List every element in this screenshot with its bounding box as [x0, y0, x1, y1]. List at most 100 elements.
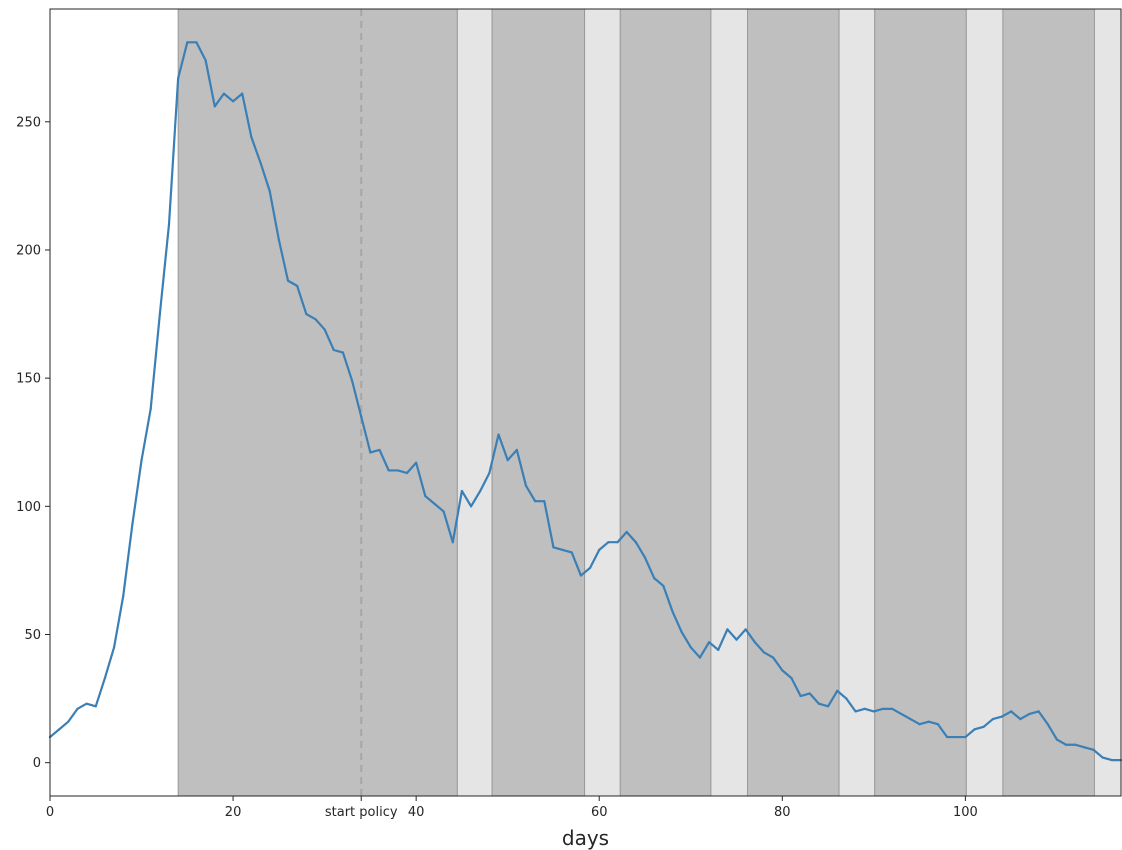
- data-point: [524, 484, 528, 487]
- data-point: [231, 100, 235, 103]
- data-point: [1110, 759, 1113, 762]
- data-point: [863, 707, 866, 710]
- data-point: [927, 720, 930, 723]
- data-point: [149, 407, 152, 411]
- data-point: [817, 702, 821, 705]
- band-light-11: [1093, 8, 1122, 797]
- data-point: [588, 566, 592, 569]
- data-point: [85, 702, 88, 705]
- data-point: [909, 717, 912, 721]
- data-point: [653, 577, 656, 580]
- data-point: [744, 628, 747, 631]
- data-point: [936, 723, 940, 726]
- series-line-0: [48, 41, 1122, 762]
- y-tick-label: 0: [33, 756, 41, 771]
- data-point: [515, 448, 518, 452]
- plot-frame: [49, 8, 1122, 797]
- data-point: [955, 735, 958, 739]
- data-point: [94, 705, 97, 708]
- data-point: [918, 723, 921, 726]
- data-point: [122, 594, 125, 598]
- x-tick-label: 0: [46, 805, 54, 820]
- data-point: [67, 720, 70, 723]
- data-point: [872, 710, 875, 713]
- data-point: [195, 41, 198, 44]
- data-point: [964, 735, 967, 739]
- data-point: [982, 725, 985, 728]
- data-point: [717, 648, 720, 651]
- x-tick-label: 100: [953, 805, 978, 820]
- band-light-7: [838, 8, 876, 797]
- data-point: [570, 551, 573, 554]
- y-axis-ticks: 0 50 100 150 200 250: [16, 115, 50, 771]
- data-point: [1028, 712, 1031, 716]
- data-point: [460, 489, 464, 493]
- data-point: [762, 651, 766, 654]
- data-point: [469, 505, 473, 508]
- data-point: [973, 728, 976, 731]
- data-point: [405, 471, 409, 475]
- data-point: [698, 656, 702, 659]
- data-point: [945, 735, 949, 739]
- data-point: [854, 710, 857, 713]
- data-point: [1101, 756, 1104, 759]
- x-tick-label: 40: [408, 805, 425, 820]
- data-point: [1046, 723, 1049, 726]
- data-point: [369, 451, 372, 454]
- data-point: [332, 348, 335, 352]
- data-point: [598, 548, 601, 552]
- y-tick-label: 100: [16, 500, 41, 515]
- data-point: [186, 41, 189, 44]
- data-point: [607, 541, 610, 544]
- data-point: [241, 92, 244, 95]
- data-point: [396, 469, 399, 472]
- y-tick-label: 50: [24, 628, 41, 643]
- data-point: [112, 646, 116, 649]
- data-point: [314, 318, 317, 321]
- data-point: [561, 548, 564, 552]
- axes: [49, 8, 1122, 797]
- y-tick-label: 250: [16, 115, 41, 130]
- data-point: [579, 574, 583, 577]
- data-point: [140, 459, 143, 462]
- data-point: [836, 689, 839, 692]
- data-point: [222, 92, 226, 95]
- band-light-3: [584, 8, 621, 797]
- band-dark-8: [874, 8, 967, 797]
- data-point: [1074, 743, 1077, 746]
- data-point: [845, 697, 848, 700]
- data-point: [1055, 738, 1059, 741]
- x-tick-label: start policy: [325, 805, 398, 820]
- band-dark-0: [177, 8, 458, 797]
- band-dark-2: [491, 8, 586, 797]
- shaded-bands: [177, 8, 1122, 797]
- band-light-9: [965, 8, 1004, 797]
- x-tick-label: 20: [225, 805, 242, 820]
- data-point: [305, 312, 308, 316]
- data-point: [497, 433, 500, 436]
- data-point: [296, 284, 299, 287]
- data-point: [543, 500, 546, 503]
- data-point: [891, 707, 894, 710]
- data-point: [707, 641, 711, 644]
- data-point: [616, 541, 619, 544]
- data-point: [900, 712, 903, 716]
- data-point: [643, 556, 647, 559]
- data-point: [808, 692, 811, 695]
- data-point: [772, 656, 775, 659]
- data-point: [753, 641, 756, 644]
- data-point: [506, 459, 509, 462]
- data-point: [726, 628, 729, 631]
- data-point: [689, 646, 692, 649]
- data-point: [341, 351, 345, 354]
- data-point: [1000, 715, 1004, 718]
- data-point: [433, 502, 436, 505]
- data-point: [350, 379, 354, 382]
- data-point: [213, 105, 216, 108]
- data-point: [671, 610, 674, 613]
- data-point: [1019, 717, 1022, 721]
- data-point: [58, 728, 61, 731]
- data-point: [1083, 746, 1086, 749]
- band-light-1: [456, 8, 493, 797]
